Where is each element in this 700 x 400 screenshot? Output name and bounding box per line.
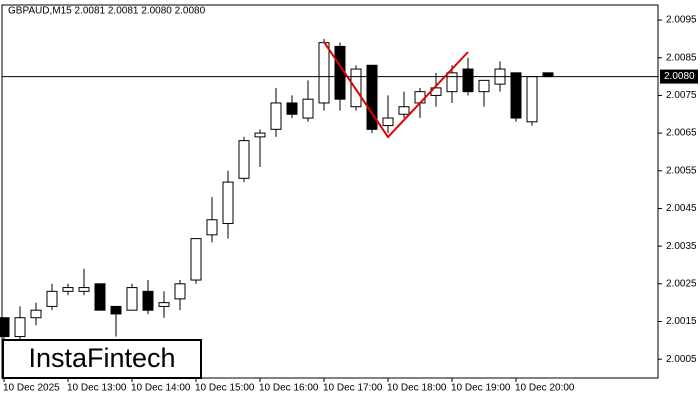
candle-body bbox=[206, 219, 218, 236]
candle-body bbox=[158, 302, 170, 307]
y-tick-label: 2.0025 bbox=[666, 278, 697, 289]
candle-body bbox=[542, 72, 554, 78]
candle-body bbox=[46, 290, 58, 307]
candle-body bbox=[462, 68, 474, 93]
candle-body bbox=[366, 64, 378, 130]
candle-body bbox=[62, 287, 74, 292]
candle-body bbox=[238, 140, 250, 179]
candle-body bbox=[126, 287, 138, 311]
candle-body bbox=[14, 317, 26, 338]
y-tick-label: 2.0075 bbox=[666, 90, 697, 101]
x-tick-label: 10 Dec 20:00 bbox=[515, 383, 575, 394]
y-tick-label: 2.0015 bbox=[666, 316, 697, 327]
candle-body bbox=[174, 283, 186, 300]
y-tick-label: 2.0045 bbox=[666, 203, 697, 214]
y-tick-label: 2.0085 bbox=[666, 52, 697, 63]
x-tick-label: 10 Dec 2025 bbox=[3, 383, 60, 394]
candle-body bbox=[334, 45, 346, 100]
candle-body bbox=[382, 117, 394, 127]
x-tick-label: 10 Dec 15:00 bbox=[195, 383, 255, 394]
candle-body bbox=[526, 76, 538, 123]
candle-body bbox=[222, 181, 234, 225]
y-tick-label: 2.0055 bbox=[666, 165, 697, 176]
y-tick-label: 2.0095 bbox=[666, 15, 697, 26]
x-tick-label: 10 Dec 16:00 bbox=[259, 383, 319, 394]
candle-body bbox=[510, 72, 522, 119]
watermark-box bbox=[2, 339, 202, 379]
candle-body bbox=[254, 132, 266, 138]
x-tick-label: 10 Dec 17:00 bbox=[323, 383, 383, 394]
y-tick-label: 2.0005 bbox=[666, 354, 697, 365]
plot-frame bbox=[1, 4, 659, 379]
candle-body bbox=[0, 317, 10, 338]
candle-body bbox=[478, 79, 490, 93]
watermark: InstaFintech bbox=[28, 343, 175, 373]
last-price-label: 2.0080 bbox=[664, 71, 695, 82]
candle-body bbox=[30, 309, 42, 319]
x-tick-label: 10 Dec 18:00 bbox=[387, 383, 447, 394]
candle-body bbox=[190, 238, 202, 281]
candle-body bbox=[94, 283, 106, 311]
pattern-line bbox=[323, 41, 469, 139]
candle-body bbox=[318, 42, 330, 104]
last-price-box bbox=[660, 69, 698, 84]
candle-body bbox=[142, 290, 154, 311]
x-tick-label: 10 Dec 19:00 bbox=[451, 383, 511, 394]
candle-body bbox=[398, 106, 410, 115]
x-tick-label: 10 Dec 14:00 bbox=[131, 383, 191, 394]
candle-body bbox=[446, 72, 458, 93]
candle-body bbox=[270, 102, 282, 130]
chart-title: GBPAUD,M15 2.0081 2.0081 2.0080 2.0080 bbox=[8, 6, 206, 17]
x-tick-label: 10 Dec 13:00 bbox=[67, 383, 127, 394]
candle-body bbox=[110, 305, 122, 315]
candle-body bbox=[286, 102, 298, 115]
candle-body bbox=[302, 98, 314, 119]
y-tick-label: 2.0035 bbox=[666, 241, 697, 252]
y-tick-label: 2.0065 bbox=[666, 128, 697, 139]
candle-body bbox=[78, 287, 90, 292]
candle-body bbox=[414, 91, 426, 104]
